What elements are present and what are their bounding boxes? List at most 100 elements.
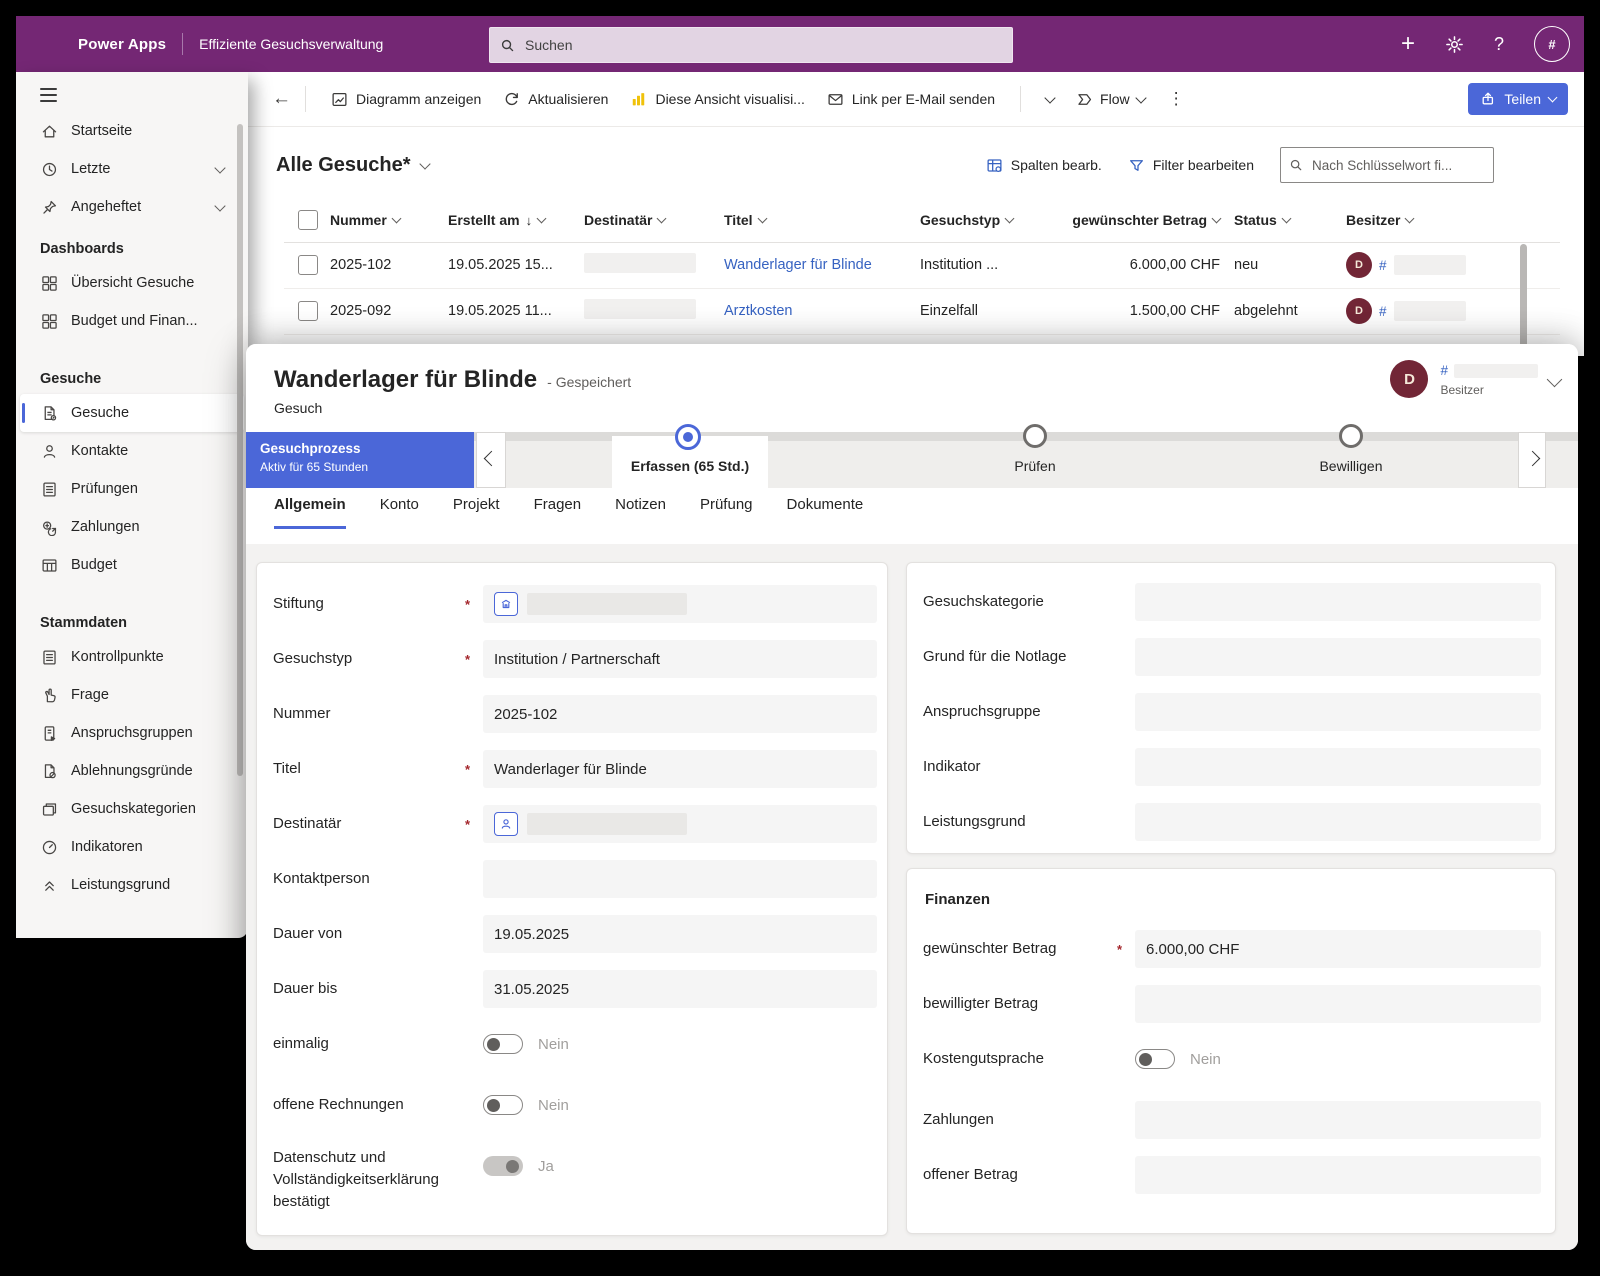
app-name[interactable]: Effiziente Gesuchsverwaltung (199, 36, 384, 52)
sidebar-item-indikatoren[interactable]: Indikatoren (16, 828, 248, 866)
back-button[interactable]: ← (272, 88, 291, 109)
tab-allgemein[interactable]: Allgemein (274, 496, 346, 529)
column-betrag[interactable]: gewünschter Betrag (1066, 212, 1234, 228)
leistungsgrund-field[interactable] (1135, 803, 1541, 841)
sidebar-item-letzte[interactable]: Letzte (16, 150, 248, 188)
edit-filters-button[interactable]: Filter bearbeiten (1128, 157, 1254, 174)
sidebar-item-angeheftet[interactable]: Angeheftet (16, 188, 248, 226)
visualize-view-button[interactable]: Diese Ansicht visualisi... (630, 91, 805, 108)
top-bar: Power Apps Effiziente Gesuchsverwaltung … (16, 16, 1584, 72)
record-link[interactable]: Wanderlager für Blinde (724, 257, 872, 273)
kostengutsprache-toggle[interactable] (1135, 1049, 1175, 1069)
more-commands-icon[interactable]: ⋮ (1167, 89, 1185, 108)
record-link[interactable]: Arztkosten (724, 303, 793, 319)
stage-bewilligen[interactable]: Bewilligen (1273, 424, 1429, 488)
stage-erfassen[interactable]: Erfassen (65 Std.) (612, 424, 768, 488)
process-scroll-left-button[interactable] (476, 432, 506, 488)
row-checkbox[interactable] (298, 255, 318, 275)
sidebar-item-kontakte[interactable]: Kontakte (16, 432, 248, 470)
sidebar-item-startseite[interactable]: Startseite (16, 112, 248, 150)
sidebar-item-gesuchskategorien[interactable]: Gesuchskategorien (16, 790, 248, 828)
select-all-checkbox[interactable] (298, 210, 318, 230)
sidebar-item-kontrollpunkte[interactable]: Kontrollpunkte (16, 638, 248, 676)
destinatar-lookup-field[interactable] (483, 805, 877, 843)
field-offener-betrag: offener Betrag (923, 1156, 1541, 1194)
menu-icon[interactable] (40, 88, 57, 102)
view-header: Alle Gesuche* Spalten bearb. Filter bear… (232, 136, 1584, 194)
owner-field[interactable]: D # Besitzer (1390, 360, 1538, 398)
offene-rechnungen-toggle[interactable] (483, 1095, 523, 1115)
grund-notlage-field[interactable] (1135, 638, 1541, 676)
section-dashboards: Dashboards (40, 241, 124, 257)
power-apps-brand[interactable]: Power Apps (78, 35, 167, 53)
show-chart-button[interactable]: Diagramm anzeigen (331, 91, 481, 108)
tab-konto[interactable]: Konto (379, 496, 419, 513)
sidebar-item-pruefungen[interactable]: Prüfungen (16, 470, 248, 508)
nummer-field[interactable]: 2025-102 (483, 695, 877, 733)
dauer-von-field[interactable]: 19.05.2025 (483, 915, 877, 953)
sidebar-item-zahlungen[interactable]: Zahlungen (16, 508, 248, 546)
sidebar-item-leistungsgrund[interactable]: Leistungsgrund (16, 866, 248, 904)
gear-icon[interactable] (1445, 35, 1464, 54)
gesuchstyp-field[interactable]: Institution / Partnerschaft (483, 640, 877, 678)
share-button[interactable]: Teilen (1468, 83, 1568, 115)
user-avatar[interactable]: # (1534, 26, 1570, 62)
column-destinatar[interactable]: Destinatär (584, 212, 724, 228)
chart-icon (331, 91, 348, 108)
table-row[interactable]: 2025-102 19.05.2025 15... Wanderlager fü… (284, 242, 1560, 289)
flow-button[interactable]: Flow (1076, 91, 1147, 108)
sidebar-item-ablehnungsgruende[interactable]: Ablehnungsgründe (16, 752, 248, 790)
help-icon[interactable]: ? (1493, 33, 1504, 54)
offener-betrag-field[interactable] (1135, 1156, 1541, 1194)
tab-pruefung[interactable]: Prüfung (699, 496, 753, 513)
table-row[interactable]: 2025-092 19.05.2025 11... Arztkosten Ein… (284, 288, 1560, 335)
header-collapse-chevron[interactable] (1546, 371, 1563, 390)
edit-columns-button[interactable]: Spalten bearb. (986, 157, 1102, 174)
dauer-bis-field[interactable]: 31.05.2025 (483, 970, 877, 1008)
anspruchsgruppe-field[interactable] (1135, 693, 1541, 731)
column-status[interactable]: Status (1234, 212, 1346, 228)
field-kostengutsprache: Kostengutsprache Nein (923, 1049, 1221, 1069)
gesuchskategorie-field[interactable] (1135, 583, 1541, 621)
einmalig-toggle[interactable] (483, 1034, 523, 1054)
command-overflow-chevron[interactable] (1044, 91, 1056, 104)
sidebar-item-budget[interactable]: Budget (16, 546, 248, 584)
add-icon[interactable]: + (1400, 30, 1415, 57)
sidebar-item-frage[interactable]: Frage (16, 676, 248, 714)
stage-pruefen[interactable]: Prüfen (957, 424, 1113, 488)
column-nummer[interactable]: Nummer (330, 212, 448, 228)
process-scroll-right-button[interactable] (1518, 432, 1546, 488)
sidebar-item-uebersicht-gesuche[interactable]: Übersicht Gesuche (16, 264, 248, 302)
tab-notizen[interactable]: Notizen (615, 496, 666, 513)
refresh-button[interactable]: Aktualisieren (503, 91, 608, 108)
email-link-button[interactable]: Link per E-Mail senden (827, 91, 995, 108)
process-badge[interactable]: Gesuchprozess Aktiv für 65 Stunden (246, 432, 474, 488)
global-search[interactable] (489, 27, 1013, 63)
tab-fragen[interactable]: Fragen (533, 496, 582, 513)
gewuenschter-betrag-field[interactable]: 6.000,00 CHF (1135, 930, 1541, 968)
titel-field[interactable]: Wanderlager für Blinde (483, 750, 877, 788)
view-selector[interactable]: Alle Gesuche* (276, 154, 431, 177)
column-besitzer[interactable]: Besitzer (1346, 212, 1516, 228)
grid-vertical-scrollbar[interactable] (1520, 244, 1527, 354)
stiftung-lookup-field[interactable] (483, 585, 877, 623)
column-gesuchstyp[interactable]: Gesuchstyp (920, 212, 1066, 228)
zahlungen-field[interactable] (1135, 1101, 1541, 1139)
tab-projekt[interactable]: Projekt (452, 496, 500, 513)
global-search-input[interactable] (523, 36, 1002, 54)
datenschutz-toggle[interactable] (483, 1156, 523, 1176)
column-titel[interactable]: Titel (724, 212, 920, 228)
sidebar-scrollbar[interactable] (237, 124, 243, 776)
sidebar-item-budget-und-finanzen[interactable]: Budget und Finan... (16, 302, 248, 340)
keyword-filter-input[interactable] (1310, 156, 1485, 174)
tab-dokumente[interactable]: Dokumente (786, 496, 864, 513)
person-icon (40, 442, 58, 460)
indikator-field[interactable] (1135, 748, 1541, 786)
column-erstellt-am[interactable]: Erstellt am ↓ (448, 212, 584, 228)
bewilligter-betrag-field[interactable] (1135, 985, 1541, 1023)
sidebar-item-anspruchsgruppen[interactable]: Anspruchsgruppen (16, 714, 248, 752)
sidebar-item-gesuche[interactable]: Gesuche (20, 394, 244, 432)
row-checkbox[interactable] (298, 301, 318, 321)
kontaktperson-field[interactable] (483, 860, 877, 898)
keyword-filter-search[interactable] (1280, 147, 1494, 183)
